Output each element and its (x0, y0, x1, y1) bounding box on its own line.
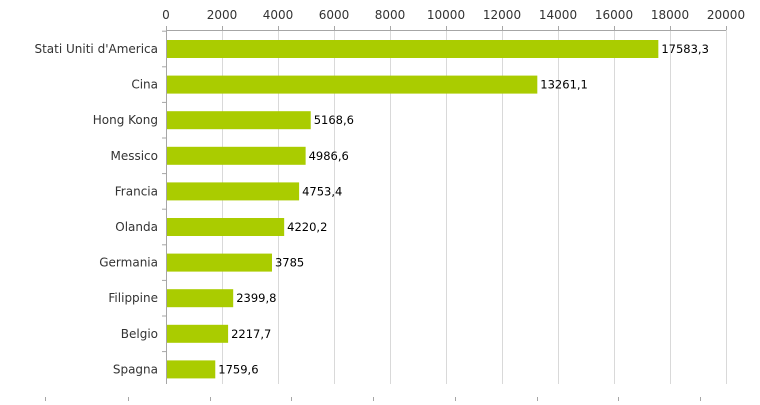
x-tick-label: 10000 (427, 8, 465, 22)
category-label: Hong Kong (93, 113, 158, 127)
x-tick-label: 12000 (483, 8, 521, 22)
bar (167, 324, 229, 343)
category-label: Germania (99, 256, 158, 270)
data-label: 4220,2 (287, 220, 327, 234)
category-label: Stati Uniti d'America (34, 42, 158, 56)
x-tick-label: 16000 (595, 8, 633, 22)
bar (167, 111, 311, 130)
data-label: 17583,3 (661, 42, 709, 56)
data-label: 4753,4 (302, 184, 342, 198)
bar (167, 289, 234, 308)
x-tick-label: 20000 (707, 8, 745, 22)
data-label: 3785 (275, 256, 304, 270)
bar (167, 146, 306, 165)
x-tick-label: 4000 (263, 8, 294, 22)
category-label: Belgio (121, 327, 158, 341)
data-label: 2399,8 (236, 291, 276, 305)
category-labels: Stati Uniti d'America Cina Hong Kong Messic… (34, 42, 158, 376)
bar (167, 75, 538, 94)
bottom-ticks (45, 397, 701, 401)
x-tick-label: 2000 (207, 8, 238, 22)
data-label: 2217,7 (231, 327, 271, 341)
x-tick-label: 6000 (319, 8, 350, 22)
category-label: Messico (110, 149, 158, 163)
bars (167, 40, 659, 379)
data-label: 13261,1 (540, 78, 588, 92)
data-label: 1759,6 (218, 362, 258, 376)
data-label: 5168,6 (314, 113, 354, 127)
category-label: Filippine (108, 291, 158, 305)
data-labels: 17583,3 13261,1 5168,6 4986,6 4753,4 4220,2 37… (218, 42, 709, 376)
data-label: 4986,6 (309, 149, 349, 163)
x-tick-label: 18000 (651, 8, 689, 22)
axes (162, 30, 726, 384)
bar (167, 182, 300, 201)
x-tick-label: 0 (162, 8, 170, 22)
bar (167, 40, 659, 58)
category-label: Spagna (113, 362, 158, 376)
category-label: Olanda (115, 220, 158, 234)
x-tick-label: 14000 (539, 8, 577, 22)
bar (167, 360, 216, 379)
x-tick-label: 8000 (375, 8, 406, 22)
category-label: Francia (115, 184, 158, 198)
x-axis-ticks: 0 2000 4000 6000 8000 10000 12000 14000 16000 180… (162, 8, 745, 30)
bar (167, 218, 285, 236)
category-label: Cina (131, 78, 158, 92)
bar (167, 253, 272, 272)
